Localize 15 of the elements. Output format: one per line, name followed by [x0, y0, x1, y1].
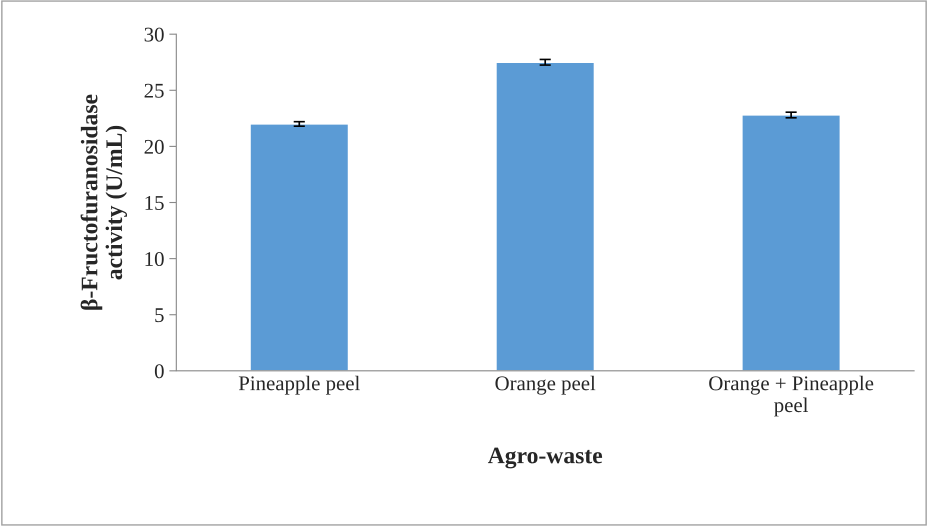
- x-tick-label: Orange peel: [495, 376, 596, 395]
- y-tick-label: 25: [144, 84, 164, 98]
- y-tick-label: 30: [144, 28, 164, 42]
- y-axis-title: β-Fructofuranosidase activity (U/mL): [80, 94, 128, 310]
- y-tick-label: 0: [154, 364, 164, 378]
- bar: [249, 123, 350, 371]
- bar: [741, 114, 841, 371]
- y-tick-label: 15: [146, 196, 164, 210]
- x-tick-label: Orange + Pineapple peel: [709, 376, 874, 416]
- x-axis-title: Agro-waste: [488, 448, 602, 468]
- x-tick-label: Pineapple peel: [238, 376, 360, 395]
- bar: [495, 62, 596, 371]
- y-tick-label: 10: [146, 252, 164, 266]
- y-tick-label: 5: [155, 308, 164, 322]
- y-tick-label: 20: [144, 140, 164, 154]
